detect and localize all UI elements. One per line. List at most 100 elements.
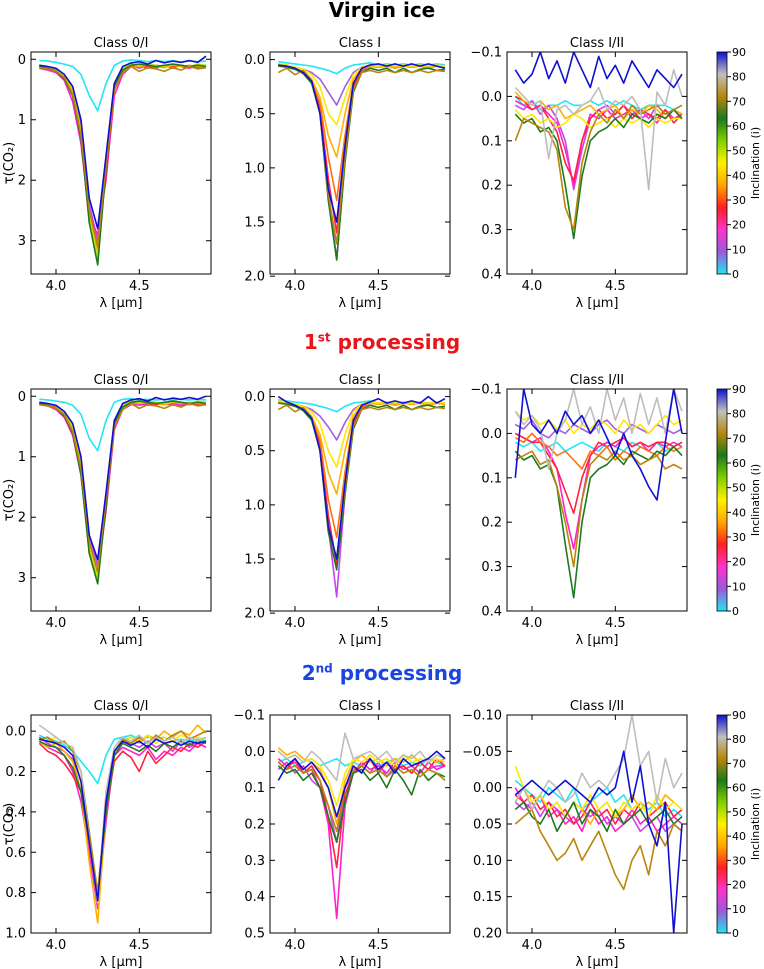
- x-tick-label: 4.0: [285, 279, 306, 294]
- y-tick-label: 1.0: [5, 927, 26, 942]
- series-line-i10: [39, 64, 207, 242]
- colorbar-tick-label: 10: [732, 903, 746, 916]
- x-tick-label: 4.0: [285, 938, 306, 953]
- y-tick-label: 0.2: [481, 179, 502, 194]
- y-tick-label: 0.5: [244, 107, 265, 122]
- section-title-1st-processing: 1st processing: [0, 330, 764, 354]
- series-line-i10: [39, 402, 207, 567]
- y-tick-label: 0: [18, 390, 26, 405]
- section-title-2nd-text: processing: [332, 661, 463, 685]
- series-line-i20: [277, 757, 446, 869]
- colorbar-tick-label: 70: [732, 95, 746, 108]
- colorbar-tick-label: 30: [732, 194, 746, 207]
- series-line-i70: [277, 732, 446, 782]
- colorbar-tick-label: 30: [732, 854, 746, 867]
- y-tick-label: 0.1: [244, 781, 265, 796]
- series-line-i15: [514, 787, 683, 833]
- panel-title: Class I/II: [570, 699, 624, 714]
- colorbar-tick-label: 40: [732, 506, 746, 519]
- y-tick-label: 0.6: [5, 846, 26, 861]
- panel-title: Class 0/I: [94, 36, 149, 51]
- y-axis-label: τ(CO₂): [2, 142, 17, 185]
- panel-title: Class I: [339, 699, 381, 714]
- series-line-i70: [38, 724, 207, 902]
- series-line-i90: [277, 395, 446, 560]
- y-tick-label: 0.4: [481, 268, 502, 283]
- colorbar-tick-label: 80: [732, 408, 746, 421]
- plot-frame: [269, 714, 451, 934]
- colorbar-tick-label: 60: [732, 457, 746, 470]
- x-axis-label: λ [µm]: [339, 296, 382, 311]
- plot-frame: [30, 388, 212, 612]
- colorbar-tick-label: 20: [732, 219, 746, 232]
- panel-7: Class I 4.0 4.5 λ [µm] −0.1 0.0 0.1 0.2 0.3 0.4 0.…: [233, 699, 451, 969]
- y-tick-label: 0.0: [244, 53, 265, 68]
- section-title-1st-text: processing: [330, 330, 461, 354]
- series-line-i55: [278, 402, 446, 571]
- y-tick-label: 0.20: [473, 927, 502, 942]
- colorbar-tick-label: 50: [732, 145, 746, 158]
- series-group: [514, 715, 683, 933]
- colorbar-tick-label: 20: [732, 556, 746, 569]
- series-line-i20: [278, 401, 446, 566]
- section-title-1st-sup: st: [317, 330, 331, 345]
- panel-3: Class 0/I 4.0 4.5 λ [µm] 0 1 2 3 τ(CO₂): [2, 373, 212, 648]
- section-title-2nd-sup: nd: [315, 661, 333, 676]
- y-tick-label: 1.5: [244, 216, 265, 231]
- series-line-i60: [277, 404, 446, 560]
- series-line-i10: [278, 64, 446, 261]
- y-tick-label: −0.1: [233, 709, 265, 724]
- series-line-i35: [277, 750, 446, 807]
- y-tick-label: 0.4: [5, 805, 26, 820]
- section-title-1st-number: 1: [303, 330, 318, 354]
- colorbar-tick-label: 70: [732, 432, 746, 445]
- series-group: [39, 395, 207, 585]
- series-line-i60: [277, 761, 446, 833]
- series-line-i90: [514, 750, 683, 933]
- colorbar-0: 0 10 20 30 40 50 60 70 80 90 Inclination (i): [716, 46, 762, 281]
- panel-8: Class I/II 4.0 4.5 λ [µm] −0.10 −0.05 0.00 0.05…: [462, 699, 688, 969]
- colorbar-tick-label: 80: [732, 71, 746, 84]
- y-tick-label: 0.4: [244, 890, 265, 905]
- series-line-i30: [278, 401, 446, 495]
- colorbar-gradient: [716, 714, 728, 934]
- y-tick-label: 0.15: [473, 890, 502, 905]
- series-line-i60: [39, 402, 207, 573]
- series-line-i0: [278, 60, 446, 75]
- y-tick-label: 0.10: [473, 854, 502, 869]
- x-tick-label: 4.0: [522, 279, 543, 294]
- x-tick-label: 4.5: [605, 279, 626, 294]
- colorbar-tick-label: 90: [732, 383, 746, 396]
- x-axis-label: λ [µm]: [576, 296, 619, 311]
- series-line-i10: [277, 761, 445, 844]
- y-tick-label: 0.3: [481, 560, 502, 575]
- y-tick-label: 0.5: [244, 927, 265, 942]
- series-line-i90: [39, 55, 207, 230]
- panel-title: Class 0/I: [94, 699, 149, 714]
- plot-frame: [269, 388, 451, 612]
- series-group: [38, 724, 207, 924]
- colorbar-gradient: [716, 51, 728, 275]
- y-tick-label: 0.1: [481, 134, 502, 149]
- y-tick-label: 0: [18, 53, 26, 68]
- series-line-i30: [39, 64, 206, 254]
- y-tick-label: −0.10: [462, 709, 502, 724]
- y-axis-label: τ(CO₂): [2, 803, 17, 846]
- y-tick-label: 0.8: [5, 886, 26, 901]
- colorbar-tick-label: 60: [732, 782, 746, 795]
- colorbar-label: Inclination (i): [749, 127, 762, 199]
- series-line-i30: [278, 64, 446, 158]
- y-tick-label: 0.5: [244, 444, 265, 459]
- y-tick-label: 0.2: [244, 818, 265, 833]
- x-axis-label: λ [µm]: [100, 296, 143, 311]
- panel-4: Class I 4.0 4.5 λ [µm] 0.0 0.5 1.0 1.5 2.0: [244, 373, 451, 648]
- panel-0: Class 0/I 4.0 4.5 λ [µm] 0 1 2 3 τ(CO₂): [2, 36, 212, 311]
- series-line-i0: [514, 779, 683, 818]
- y-tick-label: 0.3: [244, 854, 265, 869]
- series-line-i20: [514, 432, 683, 515]
- x-axis-label: λ [µm]: [576, 955, 619, 969]
- panel-2: Class I/II 4.0 4.5 λ [µm] −0.1 0.0 0.1 0.2 0.3 0.…: [470, 36, 688, 311]
- y-tick-label: 2: [18, 174, 26, 189]
- series-line-i15: [39, 64, 207, 236]
